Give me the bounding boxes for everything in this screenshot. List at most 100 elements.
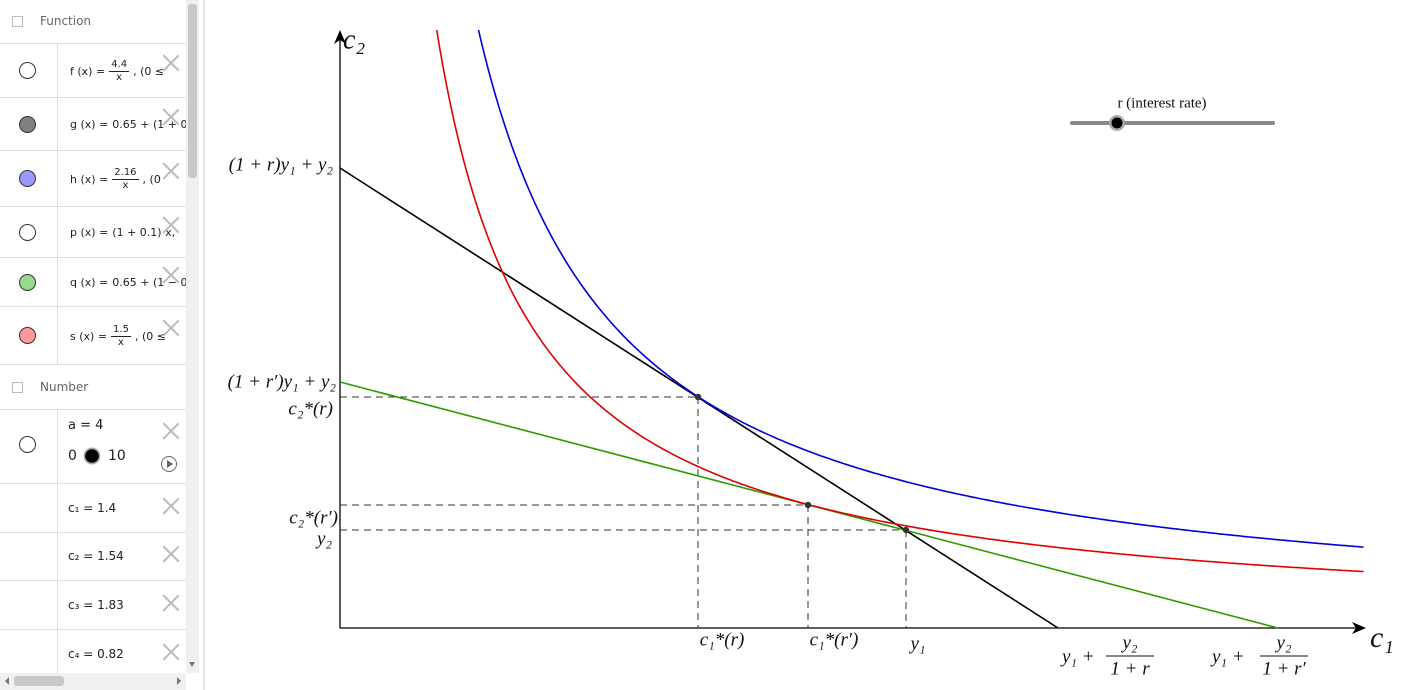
algebra-view: Function f (x) = 4.4 x, (0 ≤ g (x) = 0.65 + (… [0, 0, 186, 673]
formula-tail: , (0 ≤ [133, 64, 165, 78]
divider [57, 207, 58, 257]
divider [57, 630, 58, 673]
c2-label: c₂*(r) [288, 398, 333, 419]
slider-name: a = 4 [68, 418, 104, 433]
fraction-whole: y₁ + [1060, 646, 1095, 667]
c1-label: c₁*(r) [700, 629, 745, 650]
play-button[interactable] [161, 456, 177, 472]
scroll-down[interactable] [189, 662, 195, 667]
delete-button[interactable] [162, 162, 180, 180]
scrollbar-thumb[interactable] [188, 4, 197, 178]
fraction: 2.16 x [112, 166, 139, 192]
function-row: g (x) = 0.65 + (1 + 0 [0, 98, 186, 151]
divider [57, 581, 58, 629]
visibility-toggle[interactable] [19, 62, 36, 79]
number-row: c₂ = 1.54 [0, 533, 186, 581]
formula-tail: , (0 ≤ [134, 329, 166, 343]
denominator: x [122, 179, 129, 191]
guides [340, 396, 907, 628]
formula-expr: (1 + 0.1) x, [112, 226, 176, 239]
formula-lhs: f (x) = [70, 64, 106, 78]
formula-lhs: h (x) = [70, 172, 109, 186]
delete-button[interactable] [162, 594, 180, 612]
y-arrow [334, 30, 346, 44]
slider-knob[interactable] [1111, 117, 1123, 129]
formula-lhs: p (x) = [70, 226, 109, 239]
delete-button[interactable] [162, 108, 180, 126]
collapse-button[interactable] [12, 16, 23, 27]
section-title: Function [40, 14, 92, 28]
divider [57, 533, 58, 580]
number-row: c₃ = 1.83 [0, 581, 186, 630]
y1-label: y₁ [908, 633, 925, 654]
formula: f (x) = 4.4 x, (0 ≤ [70, 58, 164, 84]
numerator: 2.16 [112, 166, 139, 180]
intercept-label: (1 + r)y₁ + y₂ [229, 154, 334, 175]
divider [57, 151, 58, 206]
point[interactable] [694, 393, 702, 401]
point[interactable] [902, 526, 910, 534]
formula: s (x) = 1.5 x, (0 ≤ [70, 323, 166, 349]
section-header: Number [0, 365, 186, 410]
x-arrow [1352, 622, 1366, 634]
y-axis-label: c₂ [343, 24, 365, 55]
number-row: c₄ = 0.82 [0, 630, 186, 673]
x-axis-label: c₁ [1370, 621, 1394, 654]
y2-label: y₂ [315, 528, 332, 549]
visibility-toggle[interactable] [19, 273, 36, 291]
numerator: 1.5 [111, 323, 131, 337]
function-row: p (x) = (1 + 0.1) x, [0, 207, 186, 258]
delete-button[interactable] [162, 216, 180, 234]
visibility-toggle[interactable] [19, 170, 36, 187]
number-row: c₁ = 1.4 [0, 484, 186, 533]
delete-button[interactable] [162, 545, 180, 563]
formula-lhs: q (x) = [70, 276, 109, 289]
visibility-toggle[interactable] [19, 223, 36, 241]
number-value: c₄ = 0.82 [68, 647, 124, 661]
function-row: s (x) = 1.5 x, (0 ≤ [0, 307, 186, 365]
divider [57, 258, 58, 306]
intercept-label: (1 + r′)y₁ + y₂ [228, 371, 337, 392]
function-row: q (x) = 0.65 + (1 − 0 [0, 258, 186, 307]
section-header: Function [0, 0, 186, 44]
points [694, 393, 910, 534]
delete-button[interactable] [162, 266, 180, 284]
number-value: c₁ = 1.4 [68, 500, 117, 515]
fraction: 1.5 x [111, 324, 131, 349]
fraction: 4.4 x [109, 58, 130, 84]
visibility-toggle[interactable] [19, 327, 36, 344]
h-scrollbar-thumb[interactable] [14, 676, 64, 686]
section-title: Number [40, 379, 89, 394]
slider-row: a = 4 0 10 [0, 410, 186, 484]
visibility-toggle[interactable] [19, 436, 36, 453]
point[interactable] [804, 501, 812, 509]
formula: p (x) = (1 + 0.1) x, [70, 220, 175, 246]
indifference-curve-low [435, 29, 1364, 573]
delete-button[interactable] [162, 422, 180, 440]
fraction-whole: y₁ + [1210, 646, 1245, 667]
delete-button[interactable] [162, 319, 180, 337]
fraction-denominator: 1 + r [1110, 658, 1150, 679]
c1-label: c₁*(r′) [810, 629, 859, 650]
formula-lhs: s (x) = [70, 329, 108, 343]
divider [57, 307, 58, 364]
number-value: c₃ = 1.83 [68, 597, 124, 612]
slider-min: 0 [68, 448, 77, 464]
formula-tail: , (0 [142, 172, 161, 186]
delete-button[interactable] [162, 497, 180, 515]
formula-lhs: g (x) = [70, 118, 109, 131]
slider-knob[interactable] [85, 449, 99, 463]
function-row: h (x) = 2.16 x, (0 [0, 151, 186, 207]
delete-button[interactable] [162, 643, 180, 661]
function-row: f (x) = 4.4 x, (0 ≤ [0, 44, 186, 98]
play-icon [167, 460, 173, 468]
delete-button[interactable] [162, 54, 180, 72]
numerator: 4.4 [109, 58, 130, 72]
visibility-toggle[interactable] [19, 115, 36, 133]
denominator: x [116, 71, 123, 83]
collapse-button[interactable] [12, 381, 23, 393]
divider [57, 484, 58, 532]
slider-label: r (interest rate) [1117, 95, 1206, 111]
